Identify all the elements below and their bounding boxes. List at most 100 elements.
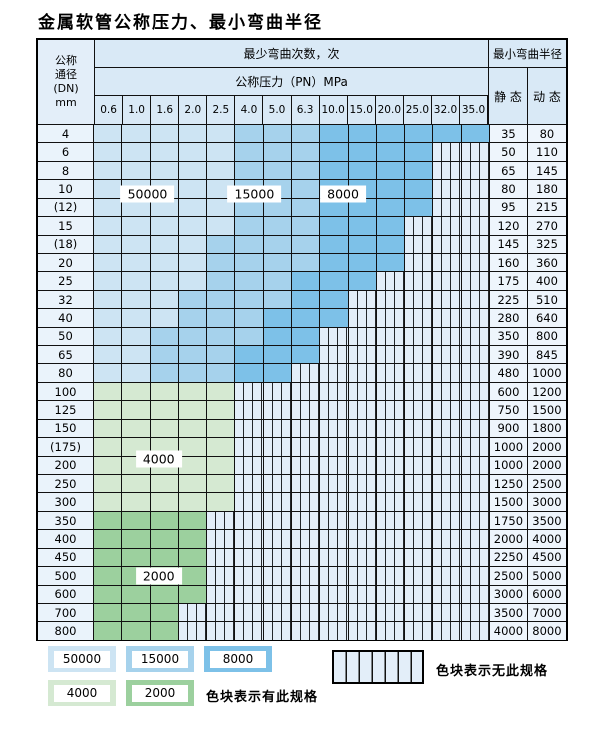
spec-cell (178, 346, 208, 364)
no-spec-cell (405, 456, 434, 475)
spec-cell (122, 272, 151, 290)
spec-cell (94, 180, 123, 198)
no-spec-cell (263, 567, 292, 585)
spec-table: 公称 通径 (DN) mm 最少弯曲次数，次 公称压力（PN）MPa 0.6 1.… (36, 38, 568, 641)
no-spec-cell (461, 382, 490, 401)
no-spec-cell (461, 235, 490, 253)
dynamic-radius-cell: 270 (527, 217, 566, 235)
legend-has-spec-text: 色块表示有此规格 (206, 690, 319, 705)
no-spec-cell (207, 548, 236, 567)
table-row: 15 120 270 (38, 217, 566, 236)
spec-cell (150, 217, 179, 235)
no-spec-cell (376, 548, 406, 567)
static-radius-cell: 390 (489, 346, 528, 364)
spec-cell (376, 217, 406, 235)
no-spec-cell (207, 530, 236, 548)
legend-no-spec-text: 色块表示无此规格 (436, 664, 549, 679)
spec-cell (178, 585, 208, 603)
spec-cell (150, 603, 179, 622)
no-spec-cell (405, 290, 434, 309)
spec-cell (263, 217, 292, 235)
no-spec-cell (433, 585, 462, 603)
spec-cell (94, 567, 123, 585)
spec-cell (263, 180, 292, 198)
min-radius-header-block: 最小弯曲半径 静 态 动 态 (488, 40, 566, 124)
table-row: (12) 95 215 (38, 198, 566, 218)
no-spec-cell (376, 475, 406, 493)
no-spec-cell (461, 272, 490, 290)
table-row: 200 1000 2000 (38, 456, 566, 476)
spec-cell (122, 419, 151, 438)
spec-cell (263, 253, 292, 272)
static-radius-cell: 750 (489, 401, 528, 419)
legend-swatch: 8000 (204, 646, 272, 672)
spec-cell (263, 235, 292, 253)
static-radius-cell: 95 (489, 198, 528, 217)
no-spec-cell (433, 143, 462, 161)
no-spec-cell (405, 419, 434, 438)
spec-cell (235, 290, 264, 309)
spec-cell (178, 198, 208, 217)
spec-cell (150, 143, 179, 161)
no-spec-cell (405, 622, 434, 640)
spec-cell (178, 511, 208, 530)
dynamic-radius-cell: 215 (527, 198, 566, 217)
spec-cell (122, 438, 151, 456)
no-spec-cell (291, 511, 321, 530)
no-spec-cell (263, 382, 292, 401)
no-spec-cell (461, 346, 490, 364)
spec-cell (94, 419, 123, 438)
static-radius-cell: 1750 (489, 511, 528, 530)
spec-cell (376, 125, 406, 143)
spec-cell (320, 161, 349, 180)
spec-cell (263, 125, 292, 143)
no-spec-cell (405, 364, 434, 382)
no-spec-cell (433, 548, 462, 567)
pressure-column-header: 6.3 (292, 96, 320, 124)
spec-cell (320, 180, 349, 198)
no-spec-cell (263, 622, 292, 640)
no-spec-cell (461, 364, 490, 382)
table-row: 25 175 400 (38, 272, 566, 291)
no-spec-cell (235, 456, 264, 475)
spec-cell (263, 161, 292, 180)
spec-cell (178, 475, 208, 493)
spec-cell (178, 309, 208, 327)
spec-cell (150, 327, 179, 346)
no-spec-cell (320, 493, 349, 511)
spec-cell (207, 327, 236, 346)
spec-cell (94, 456, 123, 475)
spec-cell (122, 622, 151, 640)
spec-cell (348, 217, 377, 235)
no-spec-cell (348, 585, 377, 603)
static-radius-cell: 145 (489, 235, 528, 253)
dn-cell: 600 (38, 585, 94, 603)
no-spec-cell (433, 401, 462, 419)
spec-cell (150, 530, 179, 548)
spec-cell (122, 125, 151, 143)
no-spec-cell (461, 143, 490, 161)
static-radius-cell: 480 (489, 364, 528, 382)
spec-cell (405, 198, 434, 217)
no-spec-cell (207, 511, 236, 530)
no-spec-cell (207, 622, 236, 640)
no-spec-cell (433, 217, 462, 235)
no-spec-cell (207, 603, 236, 622)
spec-cell (150, 253, 179, 272)
dn-cell: 4 (38, 125, 94, 143)
no-spec-cell (235, 548, 264, 567)
table-row: 350 1750 3500 (38, 511, 566, 531)
no-spec-cell (433, 309, 462, 327)
static-radius-cell: 1000 (489, 456, 528, 475)
dynamic-radius-cell: 145 (527, 161, 566, 180)
spec-cell (291, 180, 321, 198)
no-spec-cell (405, 493, 434, 511)
no-spec-cell (348, 438, 377, 456)
static-radius-cell: 65 (489, 161, 528, 180)
dn-header-line1: 公称 (55, 54, 77, 67)
dynamic-radius-cell: 845 (527, 346, 566, 364)
spec-cell (150, 511, 179, 530)
dn-cell: 10 (38, 180, 94, 198)
spec-cell (150, 475, 179, 493)
no-spec-cell (320, 567, 349, 585)
